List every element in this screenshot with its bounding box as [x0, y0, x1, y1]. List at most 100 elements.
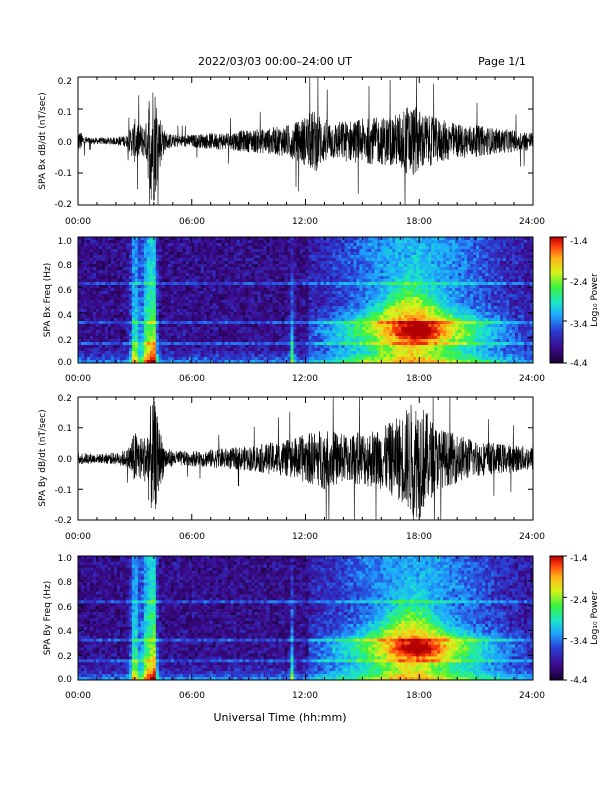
- spectrogram-cell: [359, 237, 363, 241]
- spectrogram-cell: [377, 258, 381, 262]
- spectrogram-cell: [110, 324, 115, 328]
- spectrogram-cell: [185, 243, 190, 247]
- spectrogram-cell: [203, 321, 208, 325]
- spectrogram-cell: [407, 336, 411, 340]
- spectrogram-cell: [266, 285, 270, 289]
- spectrogram-cell: [395, 354, 399, 358]
- spectrogram-cell: [368, 258, 372, 262]
- spectrogram-cell: [188, 258, 193, 262]
- spectrogram-cell: [215, 243, 219, 247]
- spectrogram-cell: [107, 303, 112, 307]
- spectrogram-cell: [263, 348, 267, 352]
- spectrogram-cell: [89, 261, 94, 265]
- spectrogram-cell: [113, 327, 118, 331]
- spectrogram-cell: [368, 318, 372, 322]
- spectrogram-cell: [344, 282, 348, 286]
- spectrogram-cell: [323, 276, 327, 280]
- spectrogram-cell: [302, 357, 306, 361]
- spectrogram-cell: [401, 246, 405, 250]
- spectrogram-cell: [98, 342, 103, 346]
- spectrogram-cell: [419, 243, 423, 247]
- spectrogram-cell: [281, 252, 285, 256]
- spectrogram-cell: [179, 336, 184, 340]
- spectrogram-cell: [206, 300, 211, 304]
- spectrogram-cell: [95, 276, 100, 280]
- spectrogram-cell: [308, 261, 312, 265]
- spectrogram-cell: [158, 243, 163, 247]
- spectrogram-cell: [215, 306, 219, 310]
- spectrogram-cell: [89, 348, 94, 352]
- spectrogram-cell: [227, 297, 231, 301]
- spectrogram-cell: [140, 309, 145, 313]
- spectrogram-cell: [398, 282, 402, 286]
- spectrogram-cell: [185, 321, 190, 325]
- spectrogram-cell: [215, 339, 219, 343]
- spectrogram-cell: [209, 351, 213, 355]
- spectrogram-cell: [302, 330, 306, 334]
- spectrogram-cell: [194, 270, 199, 274]
- spectrogram-cell: [290, 345, 294, 349]
- spectrogram-cell: [143, 303, 148, 307]
- spectrogram-cell: [389, 261, 393, 265]
- spectrogram-cell: [335, 297, 339, 301]
- spectrogram-cell: [173, 261, 178, 265]
- spectrogram-cell: [323, 321, 327, 325]
- spectrogram-cell: [311, 333, 315, 337]
- spectrogram-cell: [377, 348, 381, 352]
- spectrogram-cell: [140, 246, 145, 250]
- spectrogram-cell: [236, 321, 240, 325]
- spectrogram-cell: [278, 243, 282, 247]
- spectrogram-cell: [179, 249, 184, 253]
- spectrogram-cell: [413, 348, 417, 352]
- spectrogram-cell: [179, 357, 184, 361]
- spectrogram-cell: [335, 345, 339, 349]
- spectrogram-cell: [242, 312, 246, 316]
- spectrogram-cell: [317, 342, 321, 346]
- spectrogram-cell: [344, 318, 348, 322]
- spectrogram-cell: [134, 285, 139, 289]
- spectrogram-cell: [176, 255, 181, 259]
- spectrogram-cell: [119, 237, 124, 241]
- spectrogram-cell: [275, 255, 279, 259]
- spectrogram-cell: [134, 339, 139, 343]
- spectrogram-cell: [233, 249, 237, 253]
- spectrogram-cell: [338, 258, 342, 262]
- spectrogram-cell: [320, 315, 324, 319]
- spectrogram-cell: [122, 327, 127, 331]
- spectrogram-cell: [266, 270, 270, 274]
- spectrogram-cell: [350, 351, 354, 355]
- spectrogram-cell: [353, 309, 357, 313]
- spectrogram-cell: [269, 237, 273, 241]
- spectrogram-cell: [119, 327, 124, 331]
- spectrogram-cell: [362, 255, 366, 259]
- spectrogram-cell: [167, 282, 172, 286]
- spectrogram-cell: [179, 258, 184, 262]
- spectrogram-cell: [374, 309, 378, 313]
- spectrogram-cell: [395, 357, 399, 361]
- spectrogram-cell: [176, 327, 181, 331]
- spectrogram-cell: [347, 309, 351, 313]
- spectrogram-cell: [278, 294, 282, 298]
- spectrogram-cell: [167, 360, 172, 364]
- spectrogram-cell: [245, 327, 249, 331]
- spectrogram-cell: [422, 240, 426, 244]
- spectrogram-cell: [350, 339, 354, 343]
- spectrogram-cell: [164, 345, 169, 349]
- spectrogram-cell: [314, 342, 318, 346]
- spectrogram-cell: [203, 312, 208, 316]
- spectrogram-cell: [347, 327, 351, 331]
- spectrogram-cell: [284, 264, 288, 268]
- spectrogram-cell: [338, 339, 342, 343]
- spectrogram-cell: [92, 273, 97, 277]
- spectrogram-cell: [299, 345, 303, 349]
- spectrogram-cell: [86, 351, 91, 355]
- spectrogram-cell: [392, 240, 396, 244]
- spectrogram-cell: [143, 276, 148, 280]
- spectrogram-cell: [245, 297, 249, 301]
- spectrogram-cell: [113, 333, 118, 337]
- spectrogram-cell: [335, 258, 339, 262]
- spectrogram-cell: [401, 276, 405, 280]
- spectrogram-cell: [392, 285, 396, 289]
- spectrogram-cell: [194, 261, 199, 265]
- spectrogram-cell: [410, 357, 414, 361]
